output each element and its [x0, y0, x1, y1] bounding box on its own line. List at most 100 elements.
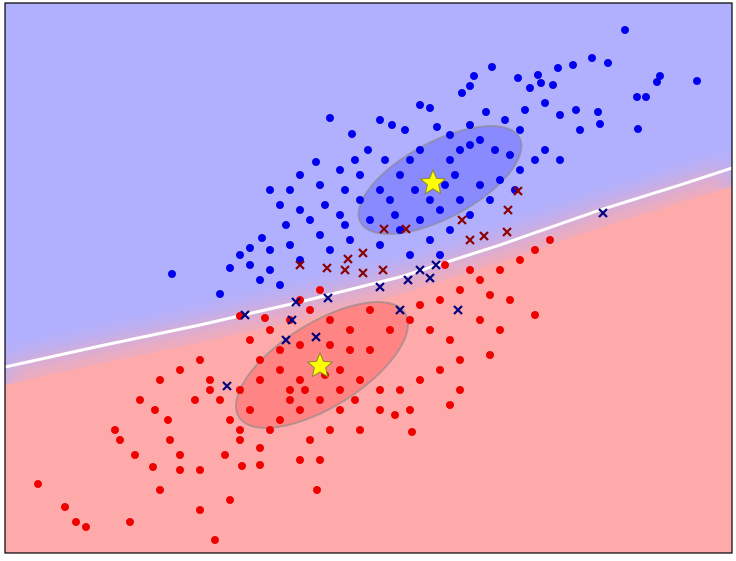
misclassified-point	[403, 275, 413, 285]
point	[416, 301, 424, 309]
point	[351, 156, 359, 164]
point	[406, 251, 414, 259]
point	[546, 236, 554, 244]
point	[346, 236, 354, 244]
point	[537, 79, 545, 87]
point	[456, 386, 464, 394]
point	[156, 376, 164, 384]
point	[466, 121, 474, 129]
point	[316, 231, 324, 239]
point	[246, 261, 254, 269]
misclassified-point	[502, 227, 512, 237]
point	[406, 316, 414, 324]
point	[258, 234, 266, 242]
point	[376, 186, 384, 194]
point	[246, 244, 254, 252]
point	[131, 451, 139, 459]
point	[506, 151, 514, 159]
point	[441, 181, 449, 189]
point	[531, 311, 539, 319]
misclassified-point	[358, 248, 368, 258]
misclassified-point	[295, 260, 305, 270]
point	[196, 466, 204, 474]
point	[366, 216, 374, 224]
point	[642, 93, 650, 101]
point	[326, 316, 334, 324]
point	[176, 451, 184, 459]
point	[426, 196, 434, 204]
point	[376, 116, 384, 124]
point	[276, 416, 284, 424]
point	[276, 281, 284, 289]
point	[126, 518, 134, 526]
point	[446, 226, 454, 234]
point	[634, 125, 642, 133]
misclassified-point	[240, 310, 250, 320]
point	[456, 196, 464, 204]
point	[456, 286, 464, 294]
point	[316, 181, 324, 189]
misclassified-point	[322, 263, 332, 273]
point	[196, 506, 204, 514]
point	[496, 326, 504, 334]
point	[521, 106, 529, 114]
point	[364, 146, 372, 154]
point	[346, 326, 354, 334]
misclassified-point	[311, 332, 321, 342]
point	[541, 146, 549, 154]
point	[693, 77, 701, 85]
point	[456, 146, 464, 154]
point	[496, 176, 504, 184]
point	[321, 201, 329, 209]
point	[326, 114, 334, 122]
point	[416, 146, 424, 154]
point	[433, 123, 441, 131]
point	[516, 256, 524, 264]
point	[226, 416, 234, 424]
point	[336, 406, 344, 414]
point	[576, 126, 584, 134]
point	[286, 396, 294, 404]
point	[436, 251, 444, 259]
point	[401, 126, 409, 134]
point	[426, 104, 434, 112]
point	[596, 120, 604, 128]
point	[621, 26, 629, 34]
point	[149, 463, 157, 471]
point	[526, 84, 534, 92]
point	[326, 426, 334, 434]
point	[426, 326, 434, 334]
misclassified-point	[401, 224, 411, 234]
misclassified-point	[465, 235, 475, 245]
point	[316, 396, 324, 404]
point	[276, 346, 284, 354]
point	[151, 406, 159, 414]
point	[446, 156, 454, 164]
point	[376, 386, 384, 394]
point	[506, 296, 514, 304]
point	[416, 216, 424, 224]
point	[346, 346, 354, 354]
point	[296, 171, 304, 179]
point	[191, 396, 199, 404]
point	[516, 126, 524, 134]
point	[256, 376, 264, 384]
point	[286, 241, 294, 249]
misclassified-point	[395, 305, 405, 315]
point	[266, 426, 274, 434]
point	[301, 386, 309, 394]
point	[386, 326, 394, 334]
point	[488, 63, 496, 71]
point	[391, 211, 399, 219]
point	[276, 366, 284, 374]
misclassified-point	[281, 335, 291, 345]
point	[72, 518, 80, 526]
point	[549, 81, 557, 89]
point	[246, 336, 254, 344]
point	[441, 261, 449, 269]
point	[356, 171, 364, 179]
point	[501, 116, 509, 124]
point	[486, 291, 494, 299]
point	[266, 266, 274, 274]
